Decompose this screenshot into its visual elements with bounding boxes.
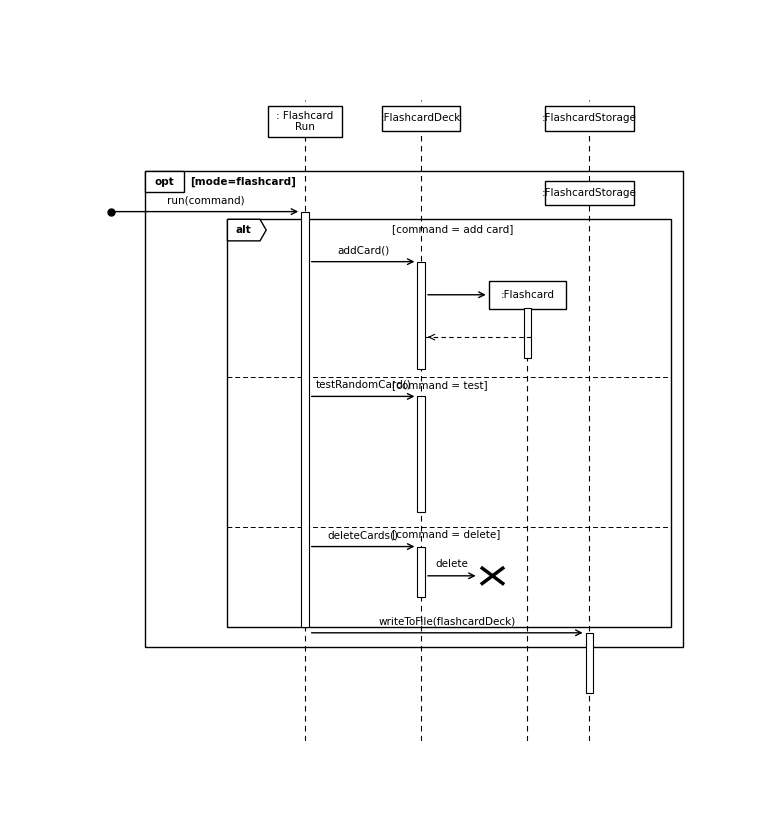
Bar [227,219,671,627]
Bar [545,181,634,206]
Text: : Flashcard
Run: : Flashcard Run [276,111,334,132]
Text: [mode=flashcard]: [mode=flashcard] [190,177,296,187]
Bar [545,106,634,131]
Bar [524,308,531,358]
Text: :FlashcardDeck: :FlashcardDeck [381,113,461,123]
Bar [145,171,683,646]
Text: [command = add card]: [command = add card] [392,224,513,234]
Text: :FlashcardStorage: :FlashcardStorage [542,188,637,198]
Bar [268,106,342,137]
Bar [383,106,460,131]
Text: [command = test]: [command = test] [392,380,487,390]
Bar [301,212,309,627]
Text: writeToFile(flashcardDeck): writeToFile(flashcardDeck) [379,616,516,626]
Text: delete: delete [436,560,468,570]
Text: alt: alt [236,225,251,235]
Bar [417,262,425,370]
Text: :Flashcard: :Flashcard [500,290,555,300]
Text: addCard(): addCard() [337,245,389,255]
Text: deleteCards(): deleteCards() [328,530,398,540]
Bar [417,397,425,512]
Bar [489,281,566,309]
Bar [586,633,594,693]
Polygon shape [227,219,266,241]
Text: run(command): run(command) [167,195,245,205]
Text: :FlashcardStorage: :FlashcardStorage [542,113,637,123]
Text: testRandomCard(): testRandomCard() [315,380,411,390]
Text: [command = delete]: [command = delete] [392,529,500,539]
Text: opt: opt [155,177,174,187]
Bar [145,171,184,192]
Bar [417,546,425,596]
